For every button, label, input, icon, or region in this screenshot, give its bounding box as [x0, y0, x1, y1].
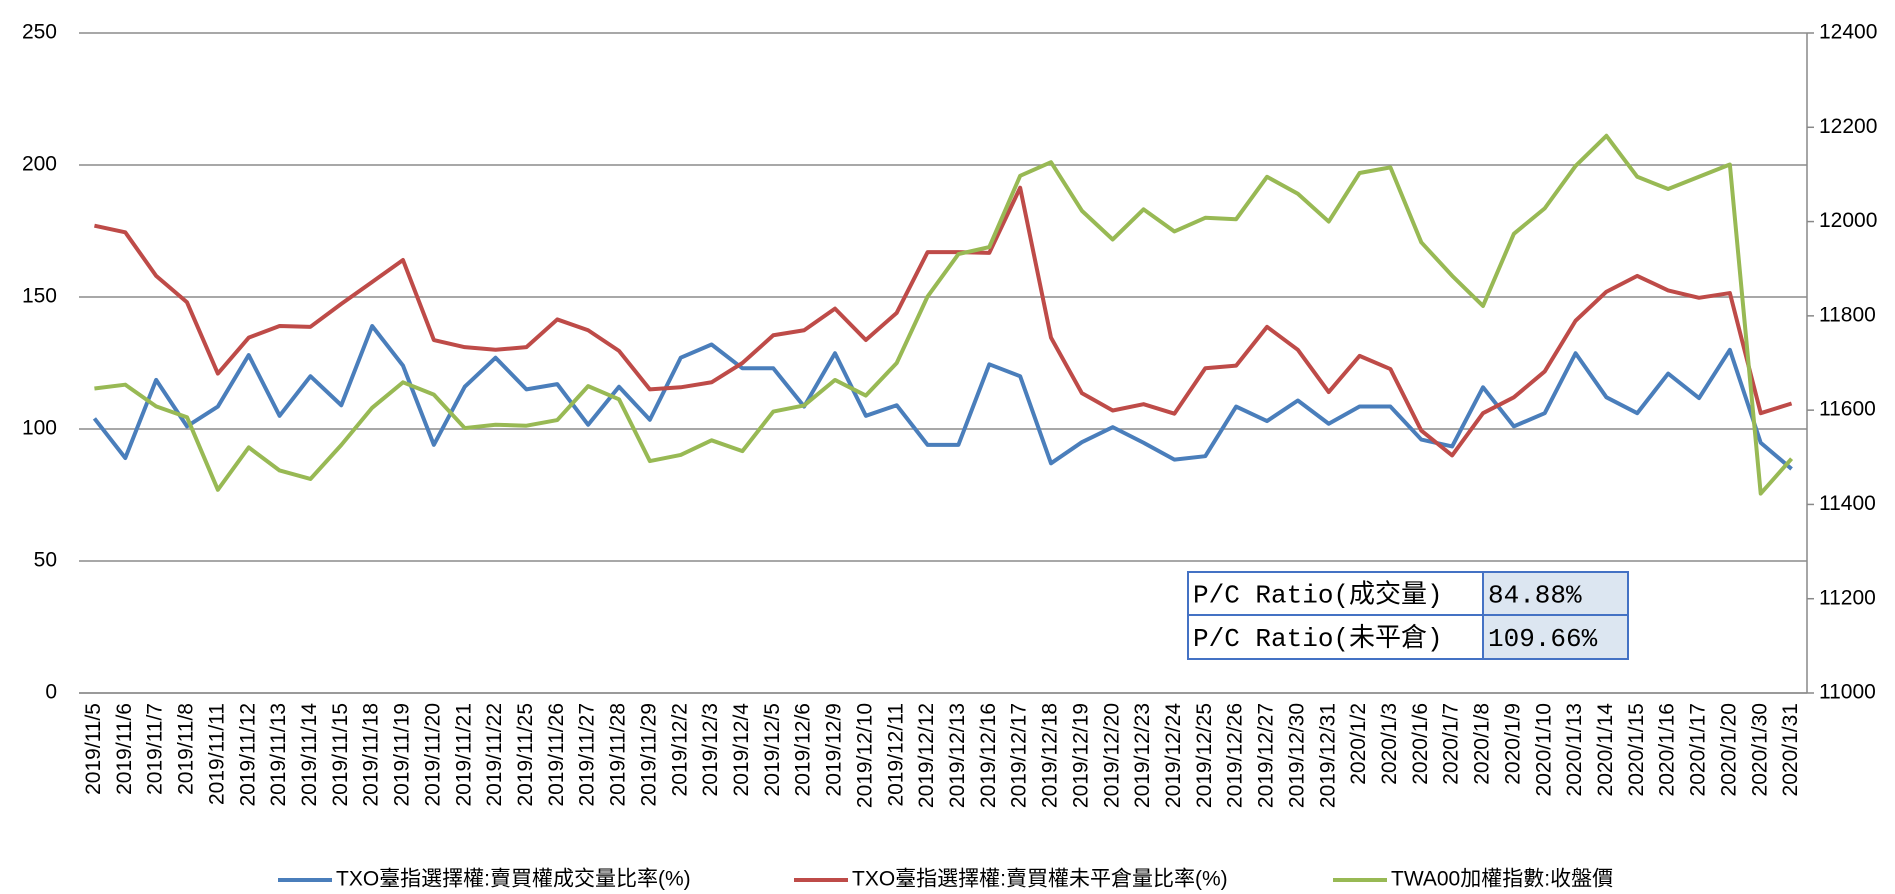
y-tick-label: 50 [34, 549, 57, 572]
y2-tick-label: 11800 [1819, 303, 1876, 326]
y2-tick-label: 11200 [1819, 586, 1876, 609]
legend-label: TXO臺指選擇權:賣買權未平倉量比率(%) [852, 868, 1228, 891]
legend-label: TXO臺指選擇權:賣買權成交量比率(%) [336, 868, 691, 891]
x-tick-label: 2020/1/9 [1501, 703, 1524, 785]
x-tick-label: 2020/1/13 [1563, 703, 1586, 796]
x-tick-label: 2019/11/27 [576, 703, 599, 807]
series-line [92, 324, 1793, 471]
ratio-table: P/C Ratio(成交量) 84.88% P/C Ratio(未平倉) 109.66… [1187, 571, 1629, 660]
x-tick-label: 2019/12/11 [884, 703, 907, 807]
x-tick-label: 2019/12/24 [1162, 703, 1185, 808]
table-cell [1482, 614, 1629, 660]
x-tick-label: 2019/12/2 [668, 703, 691, 796]
x-tick-label: 2019/12/20 [1100, 703, 1123, 808]
x-tick-label: 2019/12/30 [1285, 703, 1308, 808]
table-cell [1482, 571, 1629, 616]
x-tick-label: 2019/12/13 [946, 703, 969, 808]
x-tick-label: 2019/11/29 [637, 703, 660, 807]
x-tick-label: 2019/12/10 [853, 703, 876, 808]
x-tick-label: 2019/11/20 [421, 703, 444, 807]
x-tick-label: 2019/11/25 [514, 703, 537, 807]
y2-tick-label: 11000 [1819, 681, 1876, 704]
table-text: 109.66% [1488, 624, 1598, 654]
x-tick-label: 2019/11/13 [267, 703, 290, 807]
y-tick-label: 0 [45, 681, 57, 704]
x-tick-label: 2019/12/17 [1008, 703, 1031, 808]
x-tick-label: 2019/11/18 [360, 703, 383, 807]
x-tick-label: 2020/1/6 [1409, 703, 1432, 785]
x-tick-label: 2019/11/15 [329, 703, 352, 807]
x-tick-label: 2020/1/30 [1748, 703, 1771, 796]
y-tick-label: 250 [22, 21, 57, 44]
x-tick-label: 2019/12/23 [1131, 703, 1154, 808]
y2-tick-label: 11600 [1819, 398, 1876, 421]
x-tick-label: 2020/1/20 [1717, 703, 1740, 796]
table-cell [1187, 614, 1484, 660]
x-tick-label: 2019/12/27 [1255, 703, 1278, 808]
x-tick-label: 2020/1/7 [1440, 703, 1463, 785]
x-tick-label: 2019/12/3 [699, 703, 722, 796]
x-tick-label: 2019/12/25 [1193, 703, 1216, 808]
table-text: P/C Ratio(成交量) [1193, 579, 1443, 610]
y2-tick-label: 12200 [1819, 115, 1877, 138]
x-tick-label: 2019/11/12 [236, 703, 259, 807]
x-tick-label: 2019/11/19 [391, 703, 414, 807]
x-tick-label: 2019/12/18 [1039, 703, 1062, 808]
x-tick-label: 2019/12/9 [823, 703, 846, 796]
series-line [94, 185, 1793, 458]
x-tick-label: 2019/12/26 [1224, 703, 1247, 808]
y2-tick-label: 11400 [1819, 492, 1876, 515]
x-tick-label: 2020/1/15 [1625, 703, 1648, 796]
x-tick-label: 2019/12/19 [1069, 703, 1092, 808]
x-tick-label: 2019/11/8 [175, 703, 198, 795]
x-tick-label: 2020/1/31 [1779, 703, 1802, 796]
legend-label: TWA00加權指數:收盤價 [1391, 868, 1613, 891]
x-tick-label: 2019/11/26 [545, 703, 568, 807]
y2-tick-label: 12400 [1819, 21, 1877, 44]
x-tick-label: 2020/1/3 [1378, 703, 1401, 785]
x-tick-label: 2019/12/16 [977, 703, 1000, 808]
x-tick-label: 2019/12/4 [730, 703, 753, 797]
x-tick-label: 2019/12/31 [1316, 703, 1339, 808]
table-text: P/C Ratio(未平倉) [1193, 623, 1443, 654]
table-text: 84.88% [1488, 580, 1582, 610]
x-tick-label: 2020/1/8 [1471, 703, 1494, 785]
x-tick-label: 2019/12/6 [792, 703, 815, 796]
x-tick-label: 2019/11/11 [205, 703, 228, 805]
x-tick-label: 2019/11/28 [607, 703, 630, 807]
y-tick-label: 150 [22, 285, 57, 308]
y2-tick-label: 12000 [1819, 209, 1877, 232]
x-tick-label: 2020/1/10 [1532, 703, 1555, 796]
x-tick-label: 2020/1/2 [1347, 703, 1370, 785]
x-tick-label: 2019/12/12 [915, 703, 938, 808]
x-tick-label: 2020/1/17 [1687, 703, 1710, 796]
x-tick-label: 2020/1/16 [1656, 703, 1679, 796]
x-tick-label: 2019/11/22 [483, 703, 506, 807]
series-line [94, 133, 1794, 496]
x-tick-label: 2019/11/5 [82, 703, 105, 795]
x-tick-label: 2019/11/7 [144, 703, 167, 795]
y-tick-label: 200 [22, 153, 57, 176]
x-tick-label: 2019/11/14 [298, 703, 321, 807]
x-tick-label: 2020/1/14 [1594, 703, 1617, 797]
y-tick-label: 100 [22, 417, 57, 440]
x-tick-label: 2019/12/5 [761, 703, 784, 796]
x-tick-label: 2019/11/6 [113, 703, 136, 795]
x-tick-label: 2019/11/21 [452, 703, 475, 807]
